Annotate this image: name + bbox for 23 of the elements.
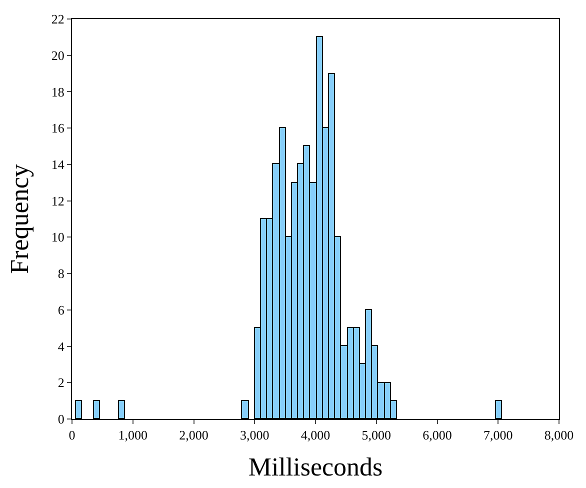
x-tick-label: 3,000 — [240, 428, 270, 443]
y-axis-title: Frequency — [4, 164, 34, 274]
y-tick-label: 14 — [51, 157, 65, 172]
y-tick-label: 10 — [51, 230, 64, 245]
x-tick-label: 1,000 — [118, 428, 148, 443]
y-tick-label: 12 — [51, 193, 64, 208]
y-tick-label: 4 — [58, 338, 65, 354]
x-tick-label: 4,000 — [300, 428, 330, 443]
x-axis-title: Milliseconds — [248, 452, 383, 482]
y-tick-label: 18 — [51, 84, 64, 100]
y-tick-label: 8 — [58, 266, 64, 282]
x-tick-label: 0 — [68, 428, 76, 443]
y-tick-label: 22 — [51, 12, 64, 27]
x-tick-label: 2,000 — [179, 428, 208, 443]
y-tick-label: 0 — [58, 412, 64, 427]
x-tick-label: 8,000 — [544, 428, 574, 443]
y-tick-label: 20 — [51, 48, 64, 63]
y-tick-label: 2 — [58, 375, 64, 390]
y-tick-label: 6 — [58, 302, 65, 318]
x-tick-label: 7,000 — [484, 428, 513, 443]
x-tick-label: 6,000 — [422, 428, 452, 443]
x-tick-label: 5,000 — [362, 428, 392, 443]
y-tick-label: 16 — [51, 120, 65, 136]
